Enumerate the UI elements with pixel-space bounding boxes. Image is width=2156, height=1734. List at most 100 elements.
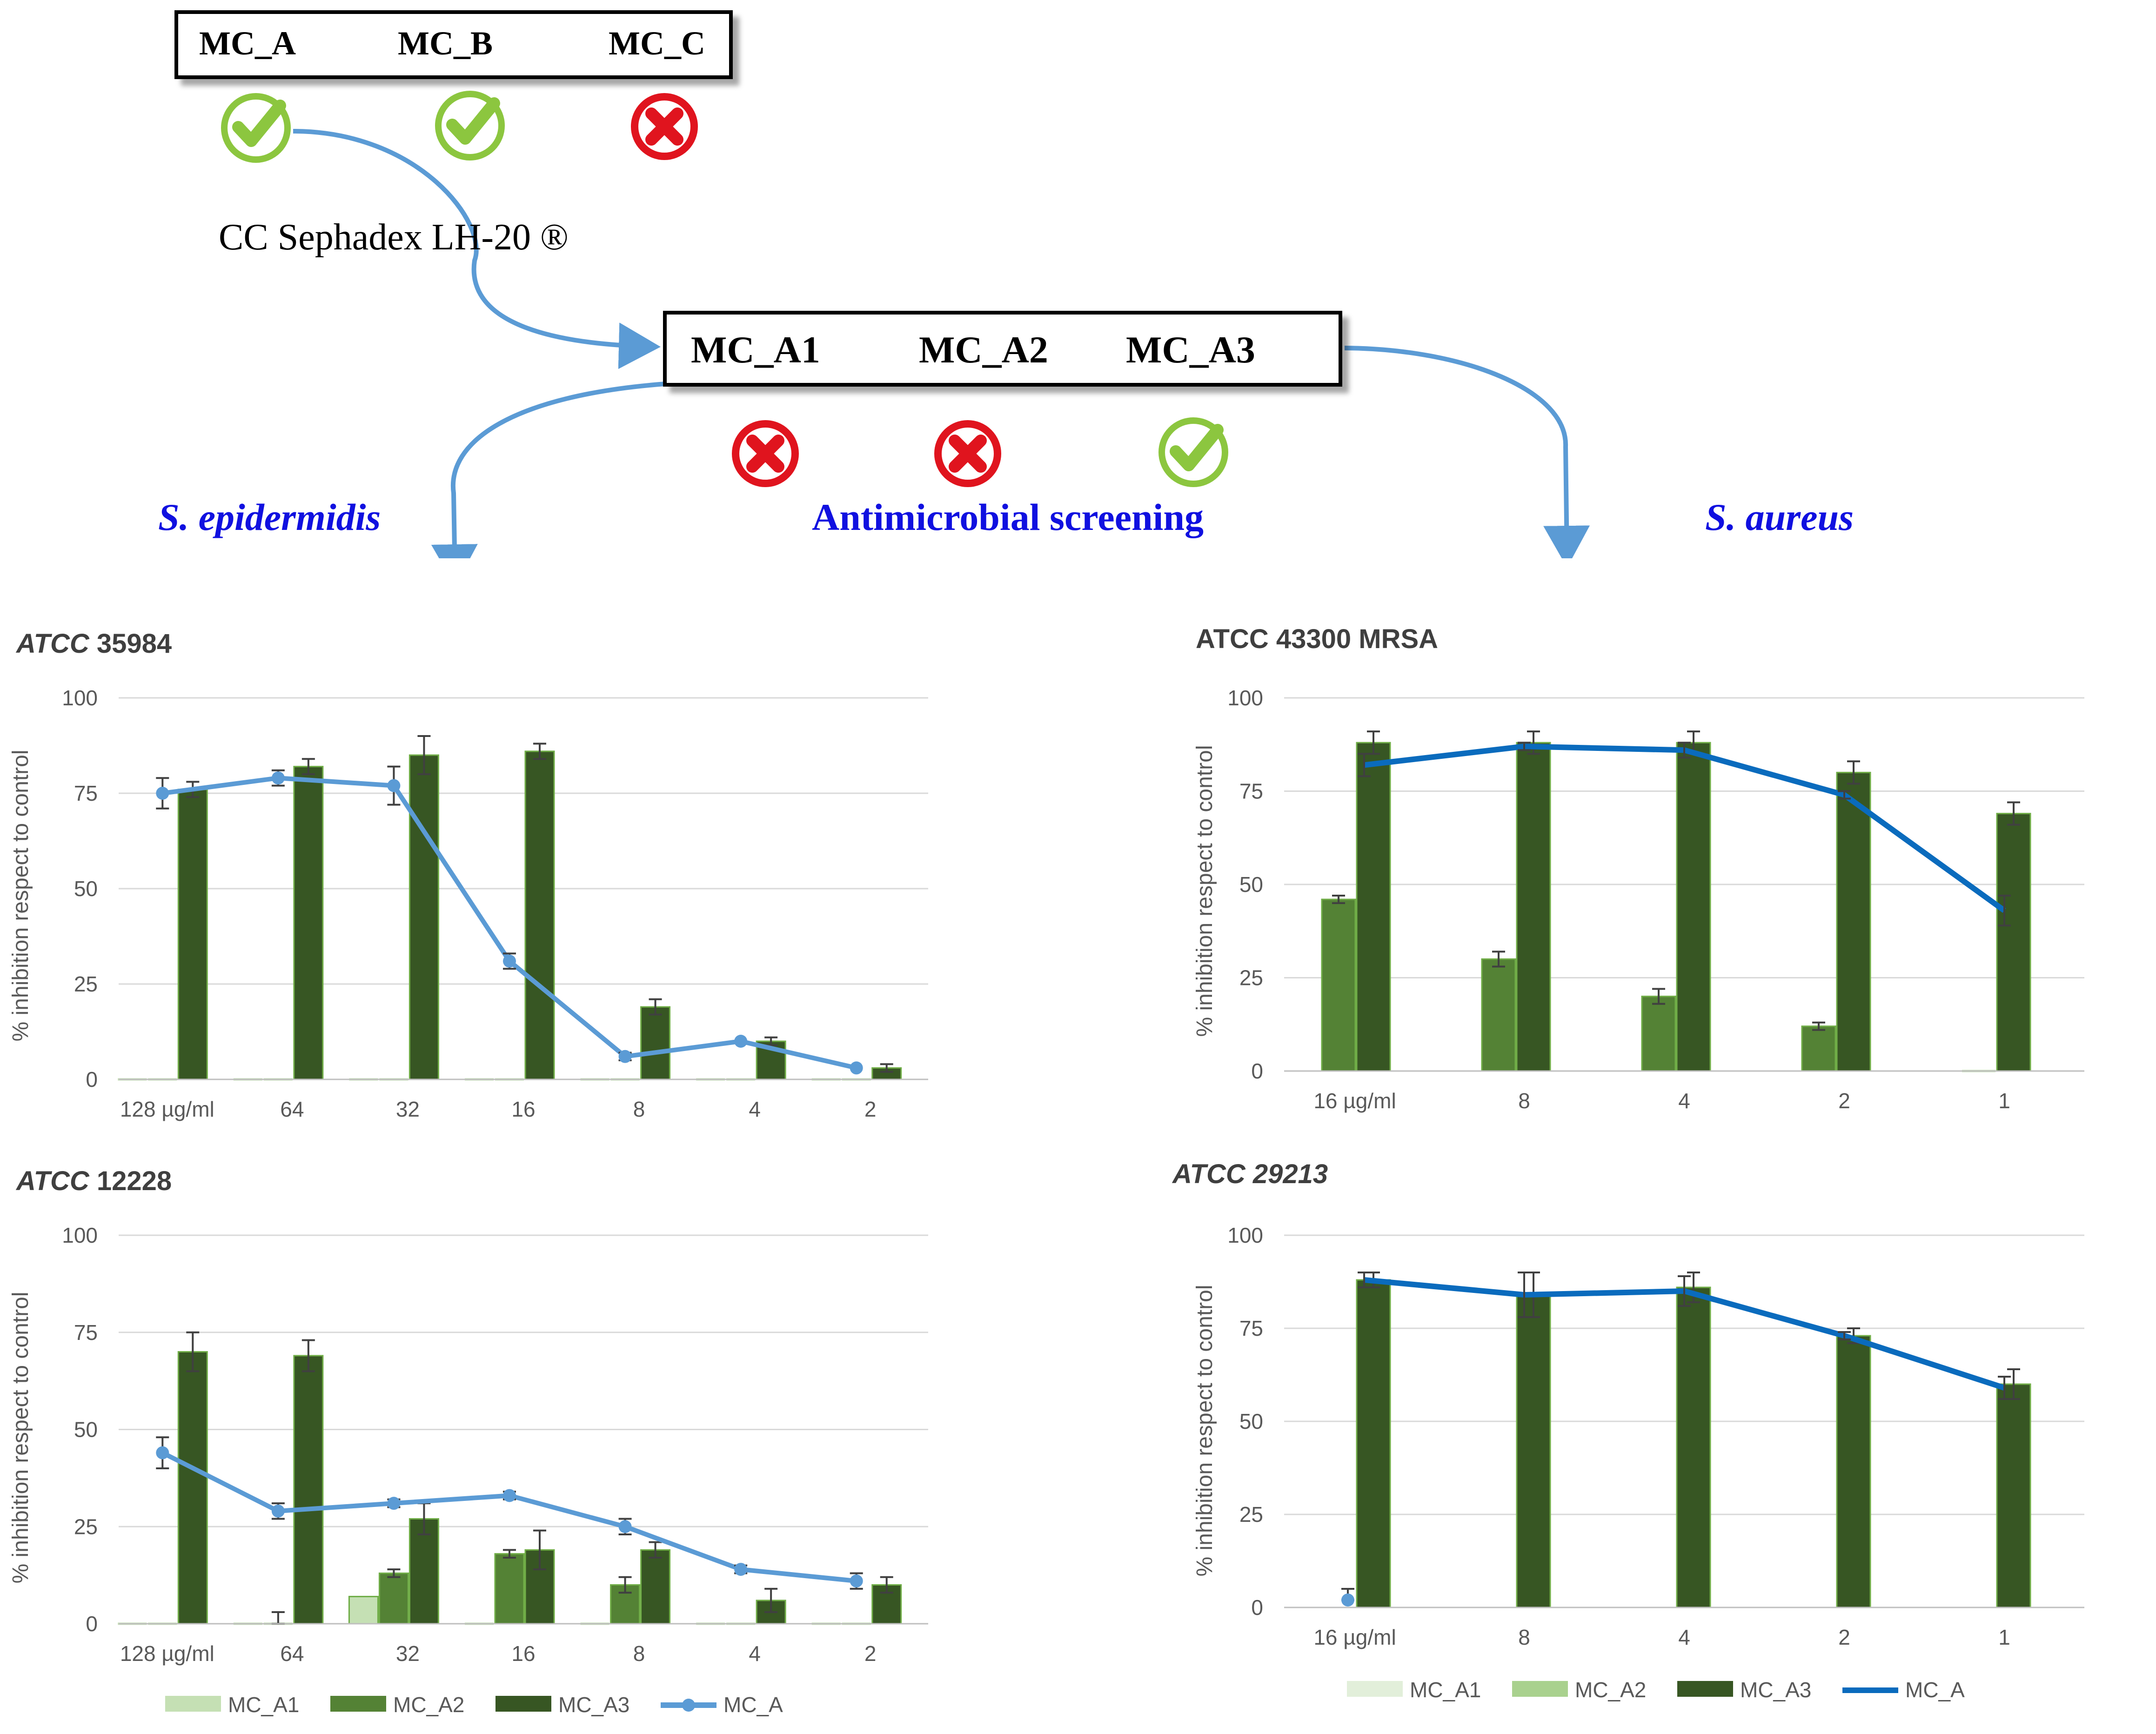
x-tick-label: 2 xyxy=(864,1641,877,1666)
bar-mc-a3 xyxy=(1676,1286,1711,1608)
y-tick-label: 75 xyxy=(74,781,98,805)
y-axis-label: % inhibition respect to control xyxy=(8,1292,33,1584)
y-axis-label: % inhibition respect to control xyxy=(8,750,33,1042)
bar-mc-a3 xyxy=(640,1006,671,1080)
legend-swatch-mc-a3 xyxy=(1677,1681,1733,1697)
bar-mc-a2 xyxy=(1481,958,1516,1072)
x-tick-label: 16 µg/ml xyxy=(1313,1089,1396,1113)
legend-swatch-mc-a2 xyxy=(1512,1681,1568,1697)
y-tick-label: 25 xyxy=(1239,966,1263,990)
x-tick-label: 8 xyxy=(1518,1625,1530,1649)
check-icon xyxy=(221,93,291,163)
method-label: CC Sephadex LH-20 ® xyxy=(219,217,569,258)
x-tick-label: 4 xyxy=(749,1097,761,1121)
x-tick-label: 128 µg/ml xyxy=(120,1641,214,1666)
line-point-mc-a xyxy=(387,1497,401,1510)
y-tick-label: 0 xyxy=(1251,1059,1263,1083)
bar-mc-a3 xyxy=(177,1351,208,1625)
legend-swatch-mc-a2 xyxy=(330,1696,386,1712)
legend-label: MC_A2 xyxy=(393,1693,464,1717)
line-point-mc-a xyxy=(156,787,169,800)
subfraction-label-a3: MC_A3 xyxy=(1126,328,1255,371)
legend-label: MC_A3 xyxy=(558,1693,629,1717)
fraction-label-a: MC_A xyxy=(199,25,296,62)
stray-point xyxy=(1341,1593,1354,1607)
x-tick-label: 8 xyxy=(633,1097,645,1121)
x-tick-label: 32 xyxy=(396,1097,420,1121)
fraction-label-b: MC_B xyxy=(398,25,493,62)
chart-title-atcc-35984: ATCC 35984 xyxy=(16,628,172,659)
y-tick-label: 100 xyxy=(1227,686,1263,710)
bar-mc-a3 xyxy=(1356,1279,1391,1608)
bar-mc-a3 xyxy=(177,789,208,1080)
bar-mc-a3 xyxy=(1516,742,1551,1072)
bar-mc-a3 xyxy=(1356,742,1391,1072)
x-tick-label: 1 xyxy=(1998,1625,2010,1649)
legend-label: MC_A xyxy=(723,1693,783,1717)
check-icon xyxy=(1158,417,1228,487)
y-tick-label: 25 xyxy=(74,972,98,996)
y-axis-label: % inhibition respect to control xyxy=(1192,1285,1217,1577)
chart-title-text: 35984 xyxy=(89,629,172,659)
bar-mc-a2 xyxy=(1321,898,1356,1072)
x-tick-label: 64 xyxy=(280,1641,304,1666)
subfraction-label-a1: MC_A1 xyxy=(691,328,820,371)
chart-c1: 0 25 50 75 100 % inhibition respect to contro… xyxy=(8,686,928,1121)
chart-c3: 0 25 50 75 100 % inhibition respect to contro… xyxy=(1192,686,2084,1113)
line-point-mc-a xyxy=(850,1574,863,1588)
organism-label-right: S. aureus xyxy=(1705,496,1854,538)
status-icons-top xyxy=(221,91,1590,558)
y-tick-label: 100 xyxy=(1227,1223,1263,1247)
y-tick-label: 50 xyxy=(74,1418,98,1442)
x-tick-label: 64 xyxy=(280,1097,304,1121)
bar-mc-a3 xyxy=(293,1355,324,1625)
line-point-mc-a xyxy=(618,1520,632,1533)
y-tick-label: 50 xyxy=(74,877,98,901)
x-tick-label: 16 xyxy=(511,1641,535,1666)
x-tick-label: 16 µg/ml xyxy=(1313,1625,1396,1649)
chart-title-atcc-29213: ATCC 29213 xyxy=(1172,1158,1328,1190)
chart-title-italic: ATCC xyxy=(16,1166,89,1196)
x-tick-label: 128 µg/ml xyxy=(120,1097,214,1121)
flow-arrow-to-subfractions xyxy=(293,129,661,369)
x-tick-label: 32 xyxy=(396,1641,420,1666)
y-tick-label: 0 xyxy=(1251,1595,1263,1620)
x-tick-label: 8 xyxy=(1518,1089,1530,1113)
chart-title-text: 12228 xyxy=(89,1166,172,1196)
bar-mc-a3 xyxy=(408,1518,439,1625)
legend-swatch-mc-a1 xyxy=(1347,1681,1403,1697)
bar-mc-a3 xyxy=(1516,1294,1551,1608)
screening-label: Antimicrobial screening xyxy=(812,496,1204,538)
bar-mc-a1 xyxy=(348,1596,379,1625)
line-point-mc-a xyxy=(503,1489,516,1502)
legend-swatch-mc-a1 xyxy=(165,1696,221,1712)
check-icon xyxy=(435,91,505,161)
fraction-label-c: MC_C xyxy=(609,25,705,62)
x-tick-label: 8 xyxy=(633,1641,645,1666)
y-tick-label: 25 xyxy=(74,1514,98,1539)
y-tick-label: 100 xyxy=(62,1223,98,1247)
bar-mc-a2 xyxy=(1801,1025,1836,1072)
line-point-mc-a xyxy=(734,1035,748,1048)
legend-label: MC_A2 xyxy=(1575,1678,1646,1702)
legend-label: MC_A1 xyxy=(1410,1678,1481,1702)
series-line-mc-a xyxy=(162,776,857,1071)
y-tick-label: 50 xyxy=(1239,872,1263,897)
y-tick-label: 0 xyxy=(86,1067,98,1091)
chart-title-atcc-43300: ATCC 43300 MRSA xyxy=(1196,623,1438,655)
line-point-mc-a xyxy=(271,1504,285,1518)
subfraction-box xyxy=(663,311,1342,387)
legend-label: MC_A1 xyxy=(228,1693,299,1717)
line-point-mc-a xyxy=(618,1050,632,1063)
legend-label: MC_A xyxy=(1905,1678,1965,1702)
bar-mc-a2 xyxy=(1641,996,1676,1072)
bar-mc-a3 xyxy=(524,750,555,1080)
x-tick-label: 1 xyxy=(1998,1089,2010,1113)
y-tick-label: 75 xyxy=(74,1320,98,1345)
line-point-mc-a xyxy=(734,1563,748,1576)
y-axis-label: % inhibition respect to control xyxy=(1192,745,1217,1037)
fraction-box xyxy=(174,10,733,79)
bar-mc-a3 xyxy=(1836,771,1871,1072)
chart-title-italic: ATCC xyxy=(16,629,89,659)
